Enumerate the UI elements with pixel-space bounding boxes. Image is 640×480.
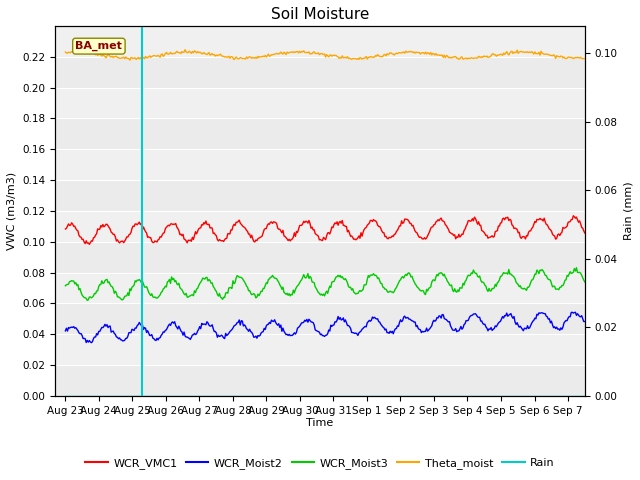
Rain (568, 393, 576, 399)
WCR_Moist3 (488, 286, 496, 291)
WCR_VMC1 (372, 218, 380, 224)
Theta_moist (314, 51, 321, 57)
WCR_Moist3 (573, 265, 580, 271)
Title: Soil Moisture: Soil Moisture (271, 7, 369, 22)
Text: BA_met: BA_met (76, 41, 122, 51)
Legend: WCR_VMC1, WCR_Moist2, WCR_Moist3, Theta_moist, Rain: WCR_VMC1, WCR_Moist2, WCR_Moist3, Theta_… (81, 453, 559, 473)
Theta_moist (310, 49, 318, 55)
WCR_Moist2 (309, 320, 317, 325)
WCR_Moist2 (372, 315, 380, 321)
WCR_Moist2 (88, 340, 95, 346)
Theta_moist (490, 51, 497, 57)
Bar (55, 334, 585, 365)
Line: WCR_Moist3: WCR_Moist3 (65, 268, 585, 300)
Theta_moist (372, 53, 380, 59)
WCR_Moist2 (344, 323, 351, 328)
WCR_Moist3 (309, 279, 317, 285)
Bar (55, 242, 585, 273)
WCR_Moist3 (61, 283, 69, 288)
WCR_VMC1 (570, 213, 577, 218)
WCR_Moist3 (372, 272, 380, 278)
X-axis label: Time: Time (307, 419, 333, 429)
WCR_Moist2 (572, 310, 579, 315)
WCR_VMC1 (312, 231, 320, 237)
Bar (55, 365, 585, 396)
WCR_Moist2 (488, 327, 496, 333)
Line: Theta_moist: Theta_moist (65, 49, 585, 60)
Theta_moist (126, 57, 134, 63)
WCR_VMC1 (488, 233, 496, 239)
Rain (487, 393, 495, 399)
Bar (55, 149, 585, 180)
Rain (581, 393, 589, 399)
Y-axis label: VWC (m3/m3): VWC (m3/m3) (7, 172, 17, 250)
Theta_moist (61, 49, 69, 55)
Rain (61, 393, 69, 399)
WCR_VMC1 (61, 226, 69, 232)
WCR_VMC1 (570, 214, 578, 220)
Rain (312, 393, 319, 399)
WCR_Moist3 (344, 280, 351, 286)
Theta_moist (345, 56, 353, 61)
Bar (55, 57, 585, 87)
Line: WCR_Moist2: WCR_Moist2 (65, 312, 585, 343)
Rain (308, 393, 316, 399)
WCR_VMC1 (581, 230, 589, 236)
WCR_Moist2 (570, 310, 577, 316)
WCR_Moist3 (581, 279, 589, 285)
Bar (55, 180, 585, 211)
WCR_Moist2 (312, 328, 320, 334)
WCR_Moist2 (581, 319, 589, 324)
Line: WCR_VMC1: WCR_VMC1 (65, 216, 585, 244)
Rain (342, 393, 350, 399)
Theta_moist (181, 47, 189, 52)
WCR_VMC1 (309, 227, 317, 233)
Bar (55, 119, 585, 149)
Bar (55, 87, 585, 119)
WCR_Moist3 (570, 269, 577, 275)
Bar (55, 273, 585, 303)
WCR_Moist2 (61, 328, 69, 334)
Bar (55, 303, 585, 334)
WCR_Moist3 (312, 286, 320, 291)
WCR_Moist3 (83, 298, 91, 303)
WCR_VMC1 (344, 229, 351, 235)
WCR_VMC1 (86, 241, 93, 247)
Y-axis label: Rain (mm): Rain (mm) (623, 181, 633, 240)
Theta_moist (570, 55, 578, 61)
Bar (55, 211, 585, 242)
Theta_moist (581, 56, 589, 61)
Rain (371, 393, 378, 399)
